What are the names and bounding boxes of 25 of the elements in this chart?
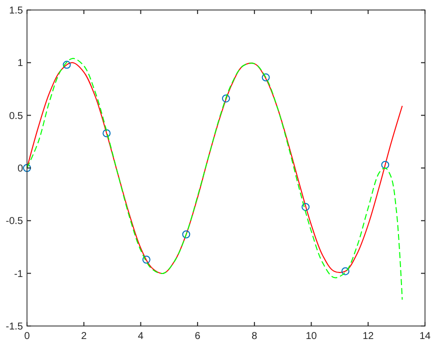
point [23, 164, 31, 172]
x-tick-label: 2 [81, 331, 88, 342]
y-tick-label: -1.5 [6, 322, 24, 332]
x-tick-label: 0 [24, 331, 30, 342]
x-tick-label: 4 [138, 331, 144, 342]
y-tick-label: 1.5 [9, 6, 24, 16]
y-tick-label: 0.5 [9, 110, 24, 122]
x-tick-label: 14 [419, 331, 431, 342]
x-tick-label: 10 [306, 331, 318, 342]
point [142, 256, 150, 264]
point [62, 60, 71, 69]
y-tick-label: 1 [17, 58, 24, 70]
y-tick-label: -1 [14, 268, 24, 280]
point [381, 160, 390, 169]
y-tick-label: -0.5 [6, 216, 24, 228]
point [102, 129, 111, 138]
y-tick-label: 0 [17, 164, 24, 174]
x-tick-label: 12 [362, 331, 374, 342]
point [222, 94, 230, 102]
point [262, 73, 270, 82]
point [182, 230, 190, 238]
point [302, 202, 310, 211]
x-tick-label: 6 [194, 331, 201, 342]
point [341, 267, 350, 276]
x-tick-label: 8 [252, 331, 258, 342]
